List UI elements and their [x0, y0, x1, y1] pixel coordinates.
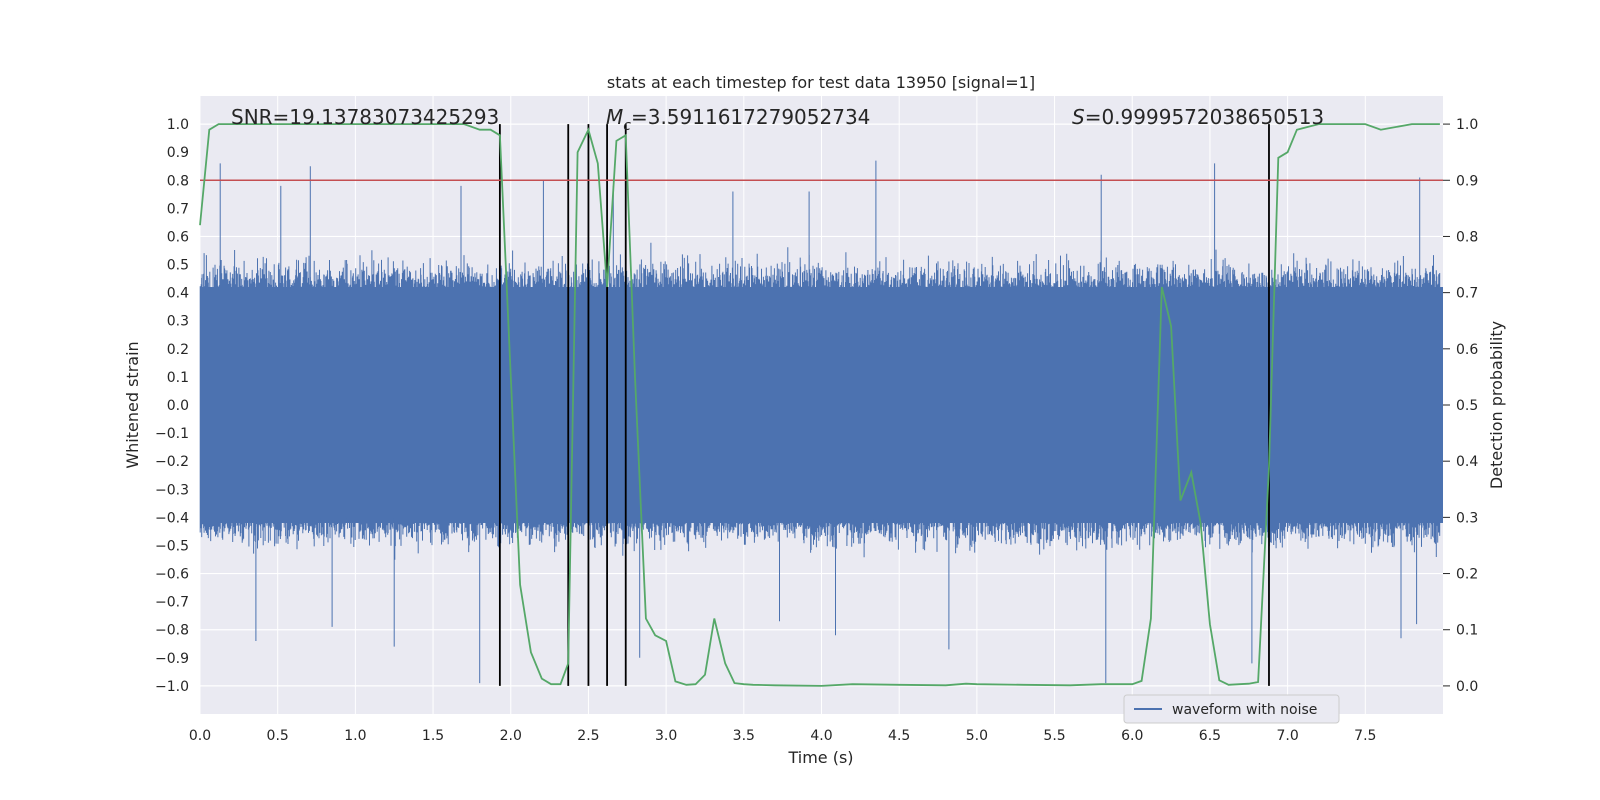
y-right-tick-label: 0.6	[1456, 342, 1478, 358]
y-left-tick-label: 0.5	[167, 258, 189, 274]
y-left-tick-label: −0.1	[155, 426, 189, 442]
x-tick-label: 6.0	[1121, 728, 1143, 744]
x-axis-label: Time (s)	[787, 748, 853, 767]
y-right-tick-label: 0.5	[1456, 398, 1478, 414]
x-tick-label: 4.0	[810, 728, 832, 744]
y-left-tick-label: −1.0	[155, 679, 189, 695]
x-tick-label: 2.5	[577, 728, 599, 744]
chirp-mass-value: =3.5911617279052734	[631, 105, 870, 129]
x-tick-label: 5.5	[1043, 728, 1065, 744]
y-left-tick-label: −0.4	[155, 510, 189, 526]
y-right-axis-label: Detection probability	[1487, 321, 1506, 489]
y-left-tick-label: −0.7	[155, 595, 189, 611]
y-right-tick-label: 0.2	[1456, 567, 1478, 583]
y-right-tick-label: 0.9	[1456, 173, 1478, 189]
y-left-tick-label: 0.7	[167, 201, 189, 217]
y-right-tick-label: 0.7	[1456, 286, 1478, 302]
x-tick-label: 5.0	[966, 728, 988, 744]
y-left-tick-label: 0.8	[167, 173, 189, 189]
y-left-tick-label: 1.0	[167, 117, 189, 133]
chart-title: stats at each timestep for test data 139…	[607, 73, 1035, 92]
y-left-tick-label: 0.9	[167, 145, 189, 161]
y-right-tick-label: 0.4	[1456, 454, 1478, 470]
y-left-tick-label: −0.5	[155, 538, 189, 554]
snr-annotation: SNR=19.13783073425293	[231, 105, 499, 129]
score-symbol: S	[1072, 105, 1085, 129]
y-left-tick-label: −0.9	[155, 651, 189, 667]
legend-box	[1123, 694, 1340, 724]
y-right-tick-label: 0.8	[1456, 229, 1478, 245]
legend-label: waveform with noise	[1172, 702, 1317, 718]
y-left-tick-label: 0.4	[167, 286, 189, 302]
chirp-mass-symbol: M	[606, 105, 623, 129]
y-right-tick-label: 0.3	[1456, 510, 1478, 526]
y-right-tick-label: 1.0	[1456, 117, 1478, 133]
y-left-tick-label: 0.3	[167, 314, 189, 330]
x-tick-label: 0.5	[267, 728, 289, 744]
x-tick-label: 4.5	[888, 728, 910, 744]
legend: waveform with noise	[1123, 694, 1340, 724]
x-tick-label: 0.0	[189, 728, 211, 744]
x-tick-label: 1.0	[344, 728, 366, 744]
x-tick-label: 7.5	[1354, 728, 1376, 744]
y-left-tick-label: 0.1	[167, 370, 189, 386]
probability-series-line	[199, 123, 1440, 687]
y-right-tick-labels: 1.0 0.9 0.8 0.7 0.6 0.5 0.4 0.3 0.2 0.1 0.0	[1443, 117, 1478, 695]
chirp-mass-annotation: Mc=3.5911617279052734	[606, 105, 870, 134]
y-left-tick-label: −0.6	[155, 567, 189, 583]
x-tick-label: 1.5	[422, 728, 444, 744]
waveform-series	[199, 160, 1443, 684]
y-left-tick-labels: 1.0 0.9 0.8 0.7 0.6 0.5 0.4 0.3 0.2 0.1 0.0 −0.1 −0.…	[155, 117, 189, 695]
x-tick-label: 3.0	[655, 728, 677, 744]
x-tick-labels: 0.0 0.5 1.0 1.5 2.0 2.5 3.0 3.5 4.0 4.5 5.0 5.5 6.0 6…	[189, 728, 1377, 744]
y-left-axis-label: Whitened strain	[123, 341, 142, 468]
chirp-mass-subscript: c	[623, 118, 631, 134]
y-left-tick-label: −0.3	[155, 482, 189, 498]
y-left-tick-label: 0.0	[167, 398, 189, 414]
waveform-line	[199, 160, 1441, 684]
x-tick-label: 7.0	[1276, 728, 1298, 744]
x-tick-label: 2.0	[500, 728, 522, 744]
y-left-tick-label: 0.6	[167, 229, 189, 245]
score-annotation: S=0.9999572038650513	[1072, 105, 1324, 129]
y-left-tick-label: −0.8	[155, 623, 189, 639]
y-left-tick-label: 0.2	[167, 342, 189, 358]
y-left-tick-label: −0.2	[155, 454, 189, 470]
x-tick-label: 6.5	[1199, 728, 1221, 744]
x-tick-label: 3.5	[733, 728, 755, 744]
y-right-tick-label: 0.1	[1456, 623, 1478, 639]
y-right-tick-label: 0.0	[1456, 679, 1478, 695]
event-marker-lines	[498, 124, 1270, 686]
score-value: =0.9999572038650513	[1085, 105, 1324, 129]
